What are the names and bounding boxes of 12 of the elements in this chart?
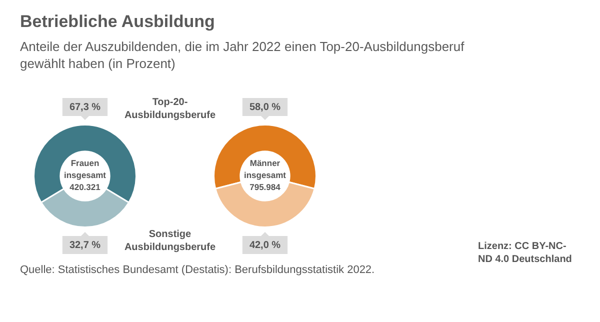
text: Anteile der Auszubildenden, die im Jahr 2022 einen Top-20-Ausbildungsberuf gewählt haben (in Prozent)	[20, 38, 466, 72]
data-label: 42,0 %	[249, 240, 281, 251]
slice-label: Top-20-Ausbildungsberufe	[123, 96, 217, 122]
slice-label: Sonstige Ausbildungsberufe	[123, 228, 217, 254]
text: Lizenz: CC BY-NC-ND 4.0 Deutschland	[478, 240, 573, 266]
data-label: 32,7 %	[69, 240, 101, 251]
source-note: Quelle: Statistisches Bundesamt (Destatis): Berufsbildungsstatistik 2022.	[20, 264, 375, 276]
data-label: 58,0 %	[249, 102, 281, 113]
chart-title: Betriebliche Ausbildung	[20, 12, 215, 32]
data-label: 67,3 %	[69, 102, 101, 113]
text: Frauen insgesamt 420.321	[62, 157, 108, 193]
text: Männer insgesamt 795.984	[242, 157, 288, 193]
